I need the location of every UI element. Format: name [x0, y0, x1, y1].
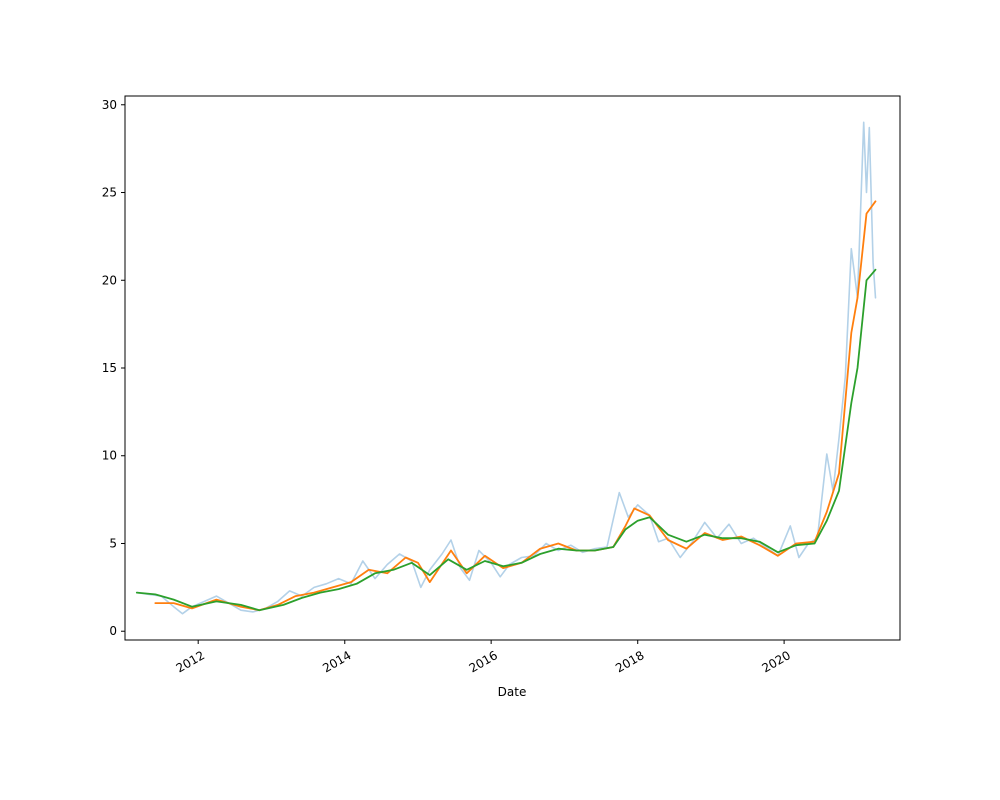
- plot-area: [125, 96, 900, 640]
- series-layer: [135, 121, 877, 615]
- y-tick-label: 20: [102, 273, 117, 287]
- x-axis-label: Date: [498, 685, 527, 699]
- series-line-3: [135, 268, 877, 612]
- y-tick-label: 15: [102, 361, 117, 375]
- y-tick-label: 10: [102, 449, 117, 463]
- y-axis: 0 5 10 15 20 25 30: [102, 98, 125, 638]
- y-tick-label: 5: [109, 536, 117, 550]
- y-tick-label: 0: [109, 624, 117, 638]
- y-tick-label: 25: [102, 186, 117, 200]
- y-tick-label: 30: [102, 98, 117, 112]
